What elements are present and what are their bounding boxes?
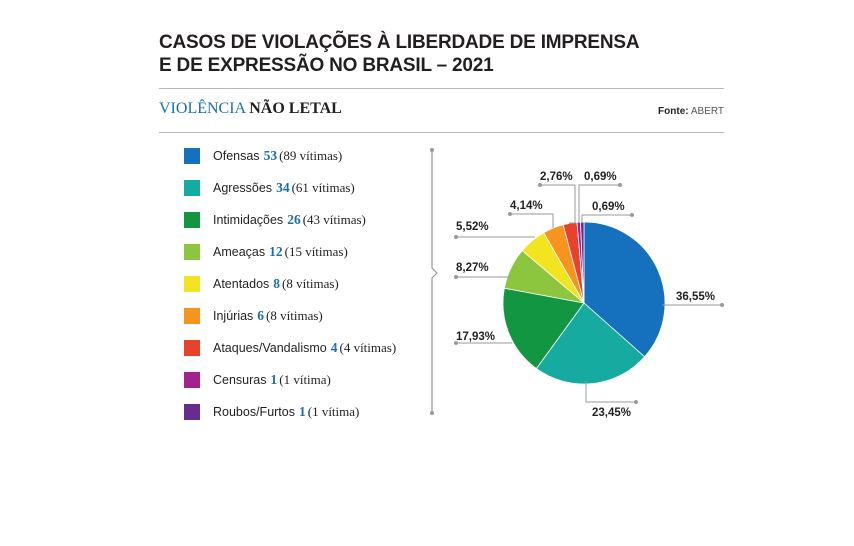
leader-line (585, 381, 636, 403)
legend-category: Atentados (213, 277, 270, 291)
leader-line (510, 213, 554, 228)
legend-bracket (431, 150, 438, 413)
source-value: ABERT (690, 106, 724, 117)
slice-percent-label: 2,76% (540, 171, 573, 183)
legend-value: 6 (257, 308, 265, 323)
legend-swatch (184, 212, 200, 228)
leader-line (540, 184, 576, 224)
legend-swatch (184, 404, 200, 420)
legend-swatch (184, 340, 200, 356)
subtitle-part-1: VIOLÊNCIA (159, 100, 246, 117)
slice-percent-label: 5,52% (456, 221, 489, 233)
legend-swatch (184, 276, 200, 292)
slice-percent-label: 8,27% (456, 262, 489, 274)
legend-item: Intimidações 26 (43 vítimas) (184, 211, 366, 229)
legend-victims: (8 vítimas) (266, 308, 323, 323)
leader-dot (618, 183, 622, 187)
legend-item: Ofensas 53 (89 vítimas) (184, 147, 342, 165)
slice-percent-label: 0,69% (592, 201, 625, 213)
legend-category: Roubos/Furtos (213, 405, 295, 419)
leader-dot (454, 235, 458, 239)
legend-value: 53 (263, 148, 278, 163)
legend-swatch (184, 372, 200, 388)
legend-item: Roubos/Furtos 1 (1 vítima) (184, 403, 359, 421)
legend-category: Injúrias (213, 309, 254, 323)
legend-victims: (15 vítimas) (284, 244, 348, 259)
legend-swatch (184, 244, 200, 260)
legend-value: 12 (269, 244, 283, 259)
leader-dot (630, 213, 634, 217)
pie-slice (583, 221, 666, 358)
leader-dot (508, 212, 512, 216)
legend-swatch (184, 180, 200, 196)
legend-item: Injúrias 6 (8 vítimas) (184, 307, 323, 325)
slice-percent-label: 0,69% (584, 171, 617, 183)
title-line-2: E DE EXPRESSÃO NO BRASIL – 2021 (159, 55, 494, 76)
legend-category: Intimidações (213, 213, 284, 227)
legend-swatch (184, 308, 200, 324)
legend-victims: (43 vítimas) (302, 212, 366, 227)
slice-percent-label: 4,14% (510, 200, 543, 212)
chart-title: CASOS DE VIOLAÇÕES À LIBERDADE DE IMPREN… (159, 31, 640, 77)
legend-bracket-cap-bottom (430, 411, 434, 415)
source-note: Fonte: ABERT (658, 106, 724, 117)
legend-value: 8 (273, 276, 281, 291)
leader-line (578, 184, 620, 223)
legend-victims: (4 vítimas) (339, 340, 397, 355)
legend-category: Ameaças (213, 245, 266, 259)
chart-subtitle: VIOLÊNCIA NÃO LETAL (159, 100, 342, 118)
leader-dot (454, 341, 458, 345)
legend-item: Atentados 8 (8 vítimas) (184, 275, 339, 293)
pie-slice (502, 287, 585, 370)
legend-value: 1 (270, 372, 278, 387)
bottom-divider (159, 132, 724, 133)
legend-victims: (89 vítimas) (279, 148, 343, 163)
source-label: Fonte: (658, 106, 689, 117)
legend-item: Ameaças 12 (15 vítimas) (184, 243, 348, 261)
leader-dot (720, 303, 724, 307)
leader-dot (454, 275, 458, 279)
legend-category: Ataques/Vandalismo (213, 341, 327, 355)
legend-victims: (8 vítimas) (282, 276, 339, 291)
legend-category: Agressões (213, 181, 273, 195)
title-line-1: CASOS DE VIOLAÇÕES À LIBERDADE DE IMPREN… (159, 32, 640, 53)
leader-dot (634, 400, 638, 404)
legend-category: Ofensas (213, 149, 260, 163)
legend-value: 26 (287, 212, 301, 227)
legend-victims: (61 vítimas) (291, 180, 355, 195)
legend-value: 1 (298, 404, 306, 419)
legend-bracket-cap-top (430, 148, 434, 152)
legend-swatch (184, 148, 200, 164)
leader-dot (538, 183, 542, 187)
legend-victims: (1 vítima) (307, 404, 360, 419)
slice-percent-label: 23,45% (592, 407, 631, 419)
legend-value: 34 (276, 180, 290, 195)
slice-percent-label: 36,55% (676, 291, 715, 303)
legend-item: Agressões 34 (61 vítimas) (184, 179, 355, 197)
top-divider (159, 88, 724, 89)
slice-percent-label: 17,93% (456, 331, 495, 343)
legend-category: Censuras (213, 373, 267, 387)
leader-line (581, 214, 632, 223)
legend-value: 4 (330, 340, 338, 355)
legend-item: Censuras 1 (1 vítima) (184, 371, 331, 389)
pie-leader-lines (454, 183, 724, 404)
pie-slices (502, 221, 666, 385)
legend-victims: (1 vítima) (279, 372, 331, 387)
pie-slice (535, 302, 646, 385)
pie-labels: 36,55% 23,45% 17,93% 8,27% 5,52% 4,14% 2,76% 0,… (456, 171, 715, 419)
legend-item: Ataques/Vandalismo 4 (4 vítimas) (184, 339, 396, 357)
subtitle-part-2: NÃO LETAL (249, 100, 342, 117)
